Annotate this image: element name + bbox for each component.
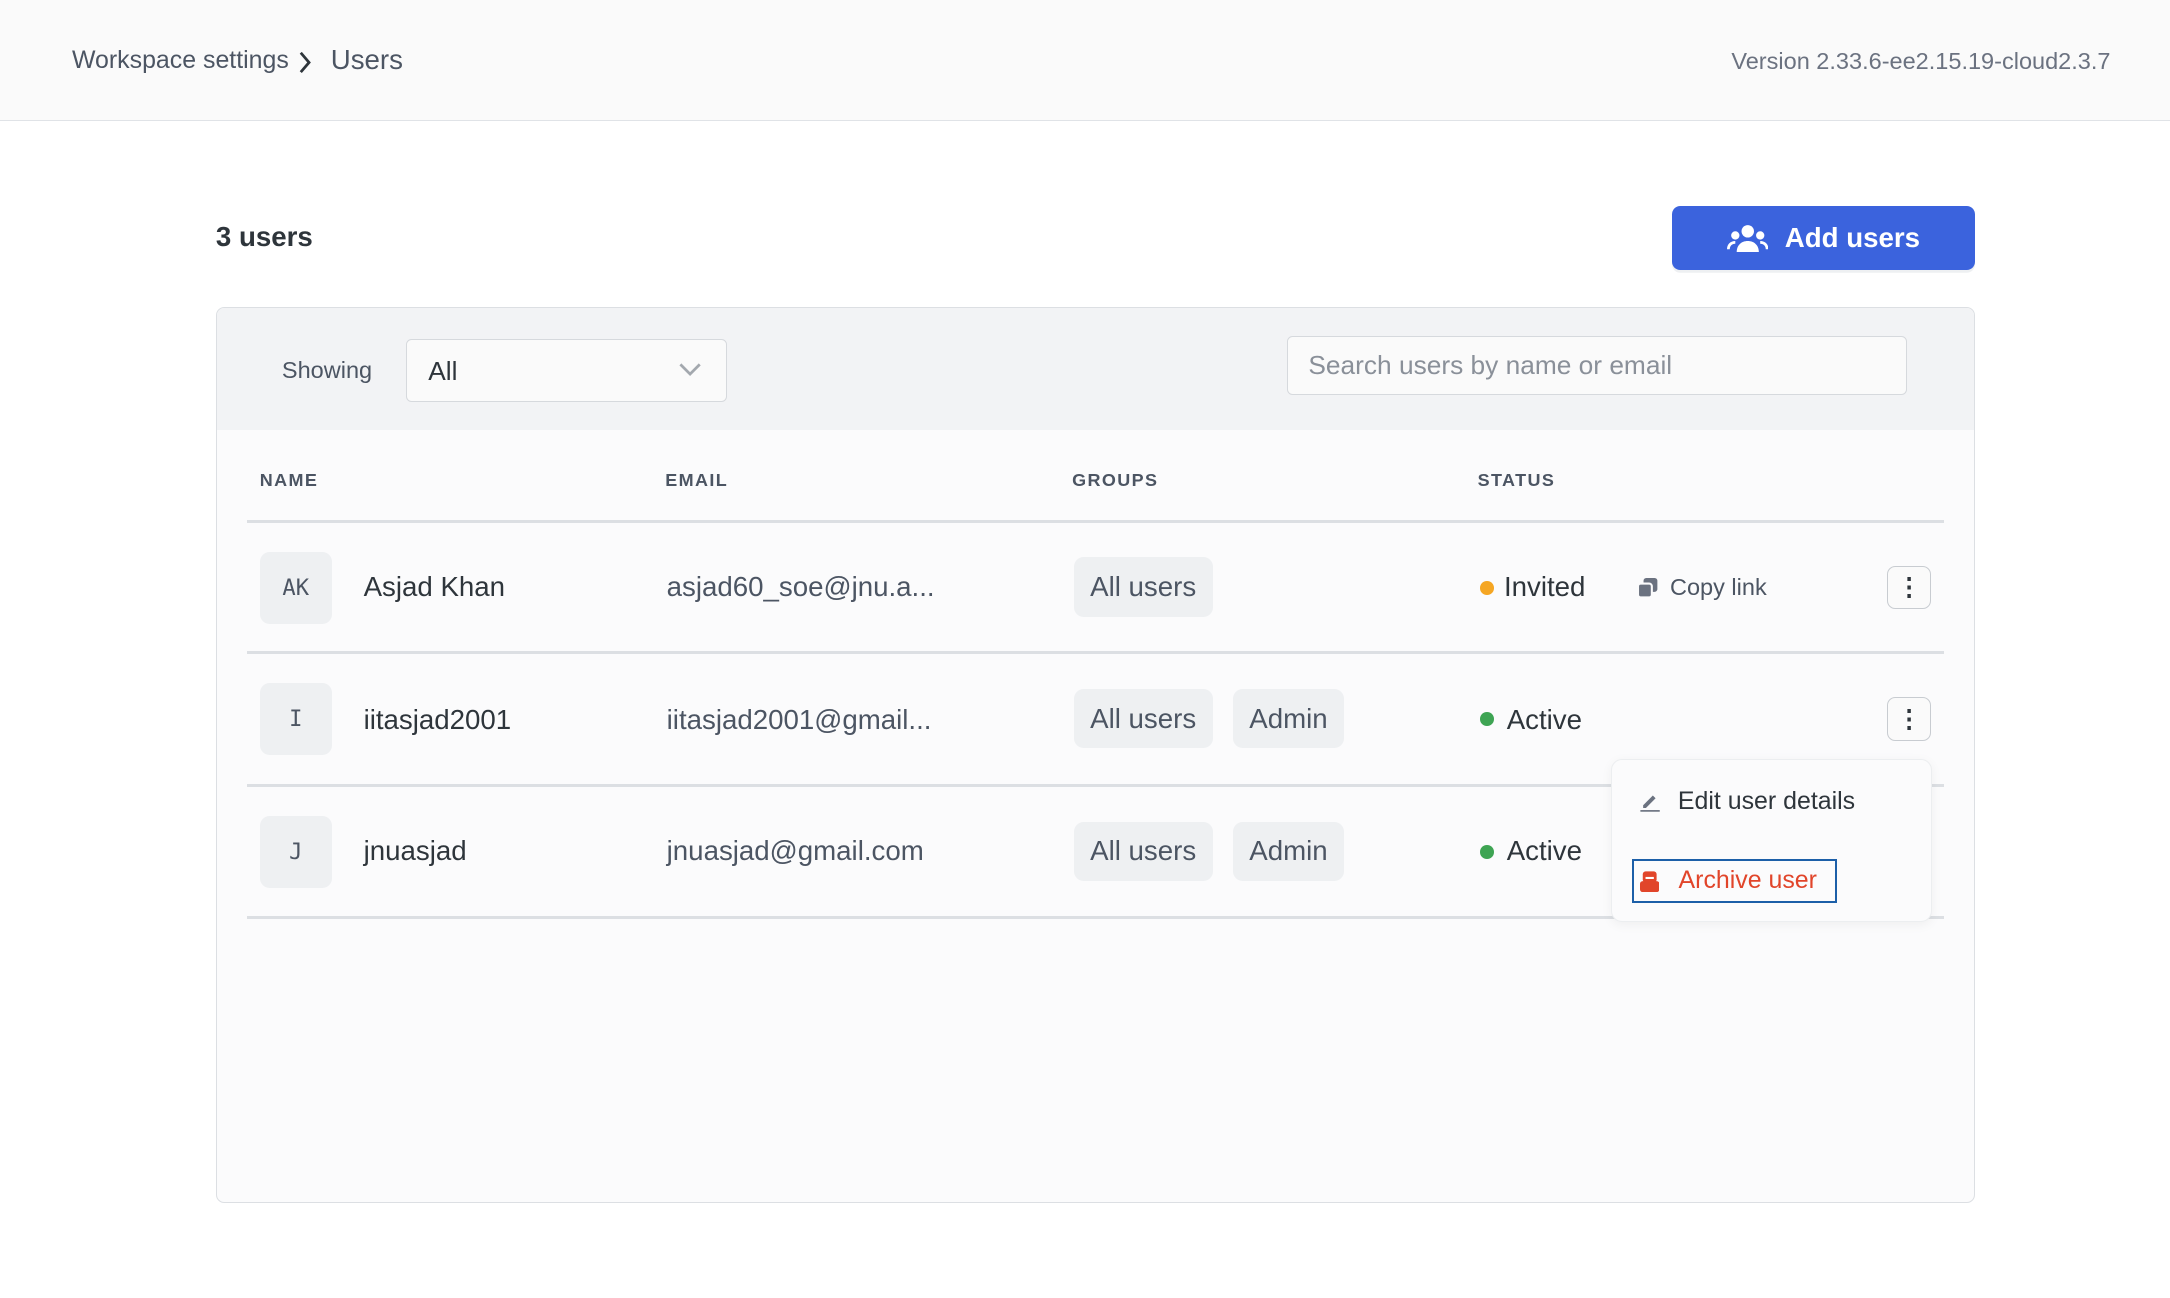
group-badge: All users: [1073, 688, 1213, 749]
row-actions-button[interactable]: ⋮: [1887, 697, 1931, 741]
showing-label: Showing: [281, 356, 373, 383]
top-header: Workspace settings Users Version 2.33.6-…: [0, 0, 2170, 122]
version-label: Version 2.33.6-ee2.15.19-cloud2.3.7: [1731, 48, 2111, 75]
add-users-button[interactable]: Add users: [1671, 206, 1975, 270]
users-table-card: Showing All NAME EMAIL GROUPS STATUS AK …: [215, 307, 1976, 1204]
user-name: jnuasjad: [363, 835, 467, 867]
user-name: Asjad Khan: [363, 571, 506, 603]
row-divider: [247, 651, 1945, 655]
row-actions-button[interactable]: ⋮: [1887, 565, 1931, 610]
filter-bar: Showing All: [216, 308, 1975, 430]
status-label: Active: [1506, 704, 1583, 736]
user-name: iitasjad2001: [363, 704, 512, 736]
copy-link-button[interactable]: Copy link: [1638, 574, 1767, 601]
group-badge: Admin: [1232, 821, 1345, 882]
search-input[interactable]: [1286, 335, 1907, 396]
chevron-down-icon: [679, 363, 701, 377]
chevron-right-icon: [299, 51, 311, 73]
user-count: 3 users: [215, 221, 313, 253]
more-vertical-icon: ⋮: [1896, 704, 1922, 733]
menu-item-label: Edit user details: [1677, 786, 1856, 815]
column-header-email: EMAIL: [665, 470, 729, 491]
menu-item-label: Archive user: [1678, 866, 1817, 895]
column-header-name: NAME: [259, 470, 319, 491]
row-actions-menu: Edit user details Archive user: [1610, 759, 1933, 922]
user-email: iitasjad2001@gmail...: [666, 704, 932, 736]
menu-item-archive-user[interactable]: Archive user: [1632, 858, 1837, 903]
status-label: Active: [1506, 835, 1583, 867]
avatar: J: [259, 816, 332, 889]
archive-icon: [1639, 870, 1660, 892]
status-dot-active: [1480, 845, 1495, 859]
header-divider: [247, 519, 1945, 523]
copy-icon: [1638, 577, 1658, 598]
pencil-icon: [1640, 795, 1660, 812]
menu-item-edit-user-details[interactable]: Edit user details: [1639, 787, 1855, 816]
row-divider: [247, 784, 1945, 788]
status-dot-active: [1480, 712, 1495, 727]
user-email: asjad60_soe@jnu.a...: [666, 571, 935, 603]
group-badge: All users: [1073, 821, 1213, 882]
group-badge: All users: [1073, 557, 1213, 617]
row-divider: [247, 915, 1945, 919]
more-vertical-icon: ⋮: [1896, 573, 1922, 602]
status-filter-select[interactable]: All: [406, 338, 727, 402]
breadcrumb-workspace-settings[interactable]: Workspace settings: [71, 45, 289, 74]
add-users-label: Add users: [1784, 222, 1920, 254]
status-filter-value: All: [428, 356, 458, 387]
group-badge: Admin: [1232, 688, 1345, 749]
status-label: Invited: [1503, 571, 1586, 603]
avatar: I: [259, 683, 332, 756]
column-header-status: STATUS: [1477, 470, 1556, 491]
status-dot-invited: [1480, 580, 1495, 595]
breadcrumb-users: Users: [330, 44, 403, 76]
user-email: jnuasjad@gmail.com: [666, 835, 924, 867]
avatar: AK: [259, 551, 332, 624]
column-header-groups: GROUPS: [1072, 470, 1159, 491]
copy-link-label: Copy link: [1670, 573, 1767, 600]
users-icon: [1726, 224, 1769, 252]
